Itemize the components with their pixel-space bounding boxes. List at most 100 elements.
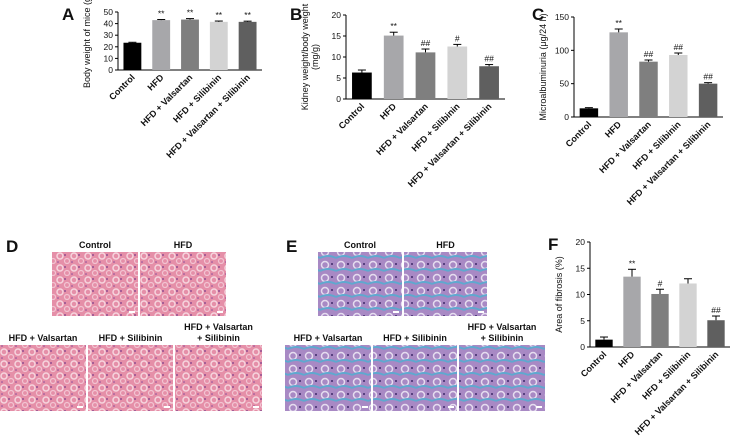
y-tick-label: 50 bbox=[104, 7, 114, 17]
image-label: HFD bbox=[436, 240, 455, 250]
panel-letter: C bbox=[532, 5, 544, 24]
histology-image bbox=[140, 252, 226, 316]
significance-label: ** bbox=[244, 10, 251, 20]
x-tick-label: HFD + Valsartan bbox=[597, 119, 653, 175]
y-tick-label: 150 bbox=[555, 12, 569, 22]
x-tick-label: HFD + Silibinin bbox=[640, 349, 692, 401]
y-tick-label: 10 bbox=[332, 52, 342, 62]
x-tick-label: HFD + Valsartan bbox=[139, 72, 195, 128]
scale-bar bbox=[164, 406, 170, 408]
image-label: Control bbox=[79, 240, 111, 250]
bar bbox=[479, 66, 499, 99]
y-axis-label: Area of fibrosis (%) bbox=[554, 256, 564, 333]
bar bbox=[123, 42, 142, 70]
significance-label: ## bbox=[644, 49, 654, 59]
scale-bar bbox=[217, 311, 223, 313]
x-tick-label: Control bbox=[564, 119, 594, 149]
y-tick-label: 0 bbox=[108, 65, 113, 75]
y-tick-label: 5 bbox=[336, 73, 341, 83]
scale-bar bbox=[253, 406, 259, 408]
bar bbox=[698, 83, 718, 117]
y-axis-label: (mg/g) bbox=[310, 44, 320, 70]
histology-image bbox=[404, 252, 487, 316]
scale-bar bbox=[129, 311, 135, 313]
scale-bar bbox=[393, 311, 399, 313]
bar bbox=[579, 108, 599, 117]
bar bbox=[152, 20, 171, 70]
significance-label: ** bbox=[187, 8, 194, 18]
y-axis-label: Kidney weight/body weight bbox=[300, 3, 310, 110]
scale-bar bbox=[478, 311, 484, 313]
bar bbox=[623, 276, 641, 347]
bar bbox=[707, 320, 725, 347]
panel-letter: E bbox=[286, 237, 297, 256]
y-tick-label: 0 bbox=[336, 94, 341, 104]
x-tick-label: HFD bbox=[378, 101, 399, 122]
bar bbox=[181, 19, 199, 70]
x-tick-label: Control bbox=[107, 72, 137, 102]
y-tick-label: 50 bbox=[560, 79, 570, 89]
bar bbox=[651, 293, 669, 347]
y-tick-label: 0 bbox=[564, 112, 569, 122]
bar bbox=[352, 72, 372, 99]
x-tick-label: HFD bbox=[145, 72, 166, 93]
y-tick-label: 15 bbox=[576, 263, 586, 273]
histology-image bbox=[373, 345, 457, 411]
y-tick-label: 20 bbox=[576, 237, 586, 247]
histology-image bbox=[459, 345, 545, 411]
bar bbox=[595, 339, 613, 347]
x-tick-label: Control bbox=[337, 101, 367, 131]
significance-label: ** bbox=[215, 10, 222, 20]
significance-label: ** bbox=[629, 258, 636, 268]
image-label: + Silibinin bbox=[197, 333, 240, 343]
image-label: HFD + Silibinin bbox=[99, 333, 163, 343]
significance-label: ## bbox=[703, 72, 713, 82]
y-tick-label: 0 bbox=[580, 342, 585, 352]
scale-bar bbox=[77, 406, 83, 408]
bar bbox=[415, 52, 436, 99]
bar bbox=[383, 35, 404, 99]
x-tick-label: HFD + Valsartan bbox=[609, 349, 665, 405]
bar bbox=[639, 61, 658, 117]
image-label: HFD + Valsartan bbox=[9, 333, 78, 343]
bar bbox=[238, 21, 257, 70]
x-tick-label: HFD bbox=[603, 119, 624, 140]
significance-label: ## bbox=[421, 38, 431, 48]
histology-image bbox=[285, 345, 371, 411]
x-tick-label: Control bbox=[579, 349, 609, 379]
y-tick-label: 30 bbox=[104, 30, 114, 40]
image-label: HFD + Valsartan bbox=[184, 322, 253, 332]
y-axis-label: Microalbuminuria (μg/24 h) bbox=[538, 13, 548, 120]
significance-label: ** bbox=[615, 18, 622, 28]
significance-label: ## bbox=[711, 305, 721, 315]
histology-image bbox=[0, 345, 86, 411]
bar bbox=[609, 32, 628, 118]
y-tick-label: 10 bbox=[104, 53, 114, 63]
y-tick-label: 10 bbox=[576, 290, 586, 300]
histology-image bbox=[88, 345, 173, 411]
scale-bar bbox=[448, 406, 454, 408]
bar bbox=[209, 21, 228, 70]
significance-label: # bbox=[455, 33, 460, 43]
y-axis-label: Body weight of mice (g) bbox=[82, 0, 92, 88]
panel-letter: A bbox=[62, 5, 74, 24]
panel-letter: B bbox=[290, 5, 302, 24]
bar bbox=[669, 55, 688, 117]
significance-label: ## bbox=[484, 54, 494, 64]
histology-image bbox=[175, 345, 262, 411]
significance-label: # bbox=[658, 278, 663, 288]
image-label: Control bbox=[344, 240, 376, 250]
histology-image bbox=[52, 252, 138, 316]
image-label: HFD bbox=[174, 240, 193, 250]
y-tick-label: 15 bbox=[332, 31, 342, 41]
image-label: HFD + Valsartan bbox=[468, 322, 537, 332]
scale-bar bbox=[362, 406, 368, 408]
histology-image bbox=[318, 252, 402, 316]
significance-label: ** bbox=[390, 21, 397, 31]
y-tick-label: 20 bbox=[332, 10, 342, 20]
y-tick-label: 5 bbox=[580, 316, 585, 326]
image-label: + Silibinin bbox=[481, 333, 524, 343]
y-tick-label: 40 bbox=[104, 19, 114, 29]
x-tick-label: HFD bbox=[616, 349, 637, 370]
